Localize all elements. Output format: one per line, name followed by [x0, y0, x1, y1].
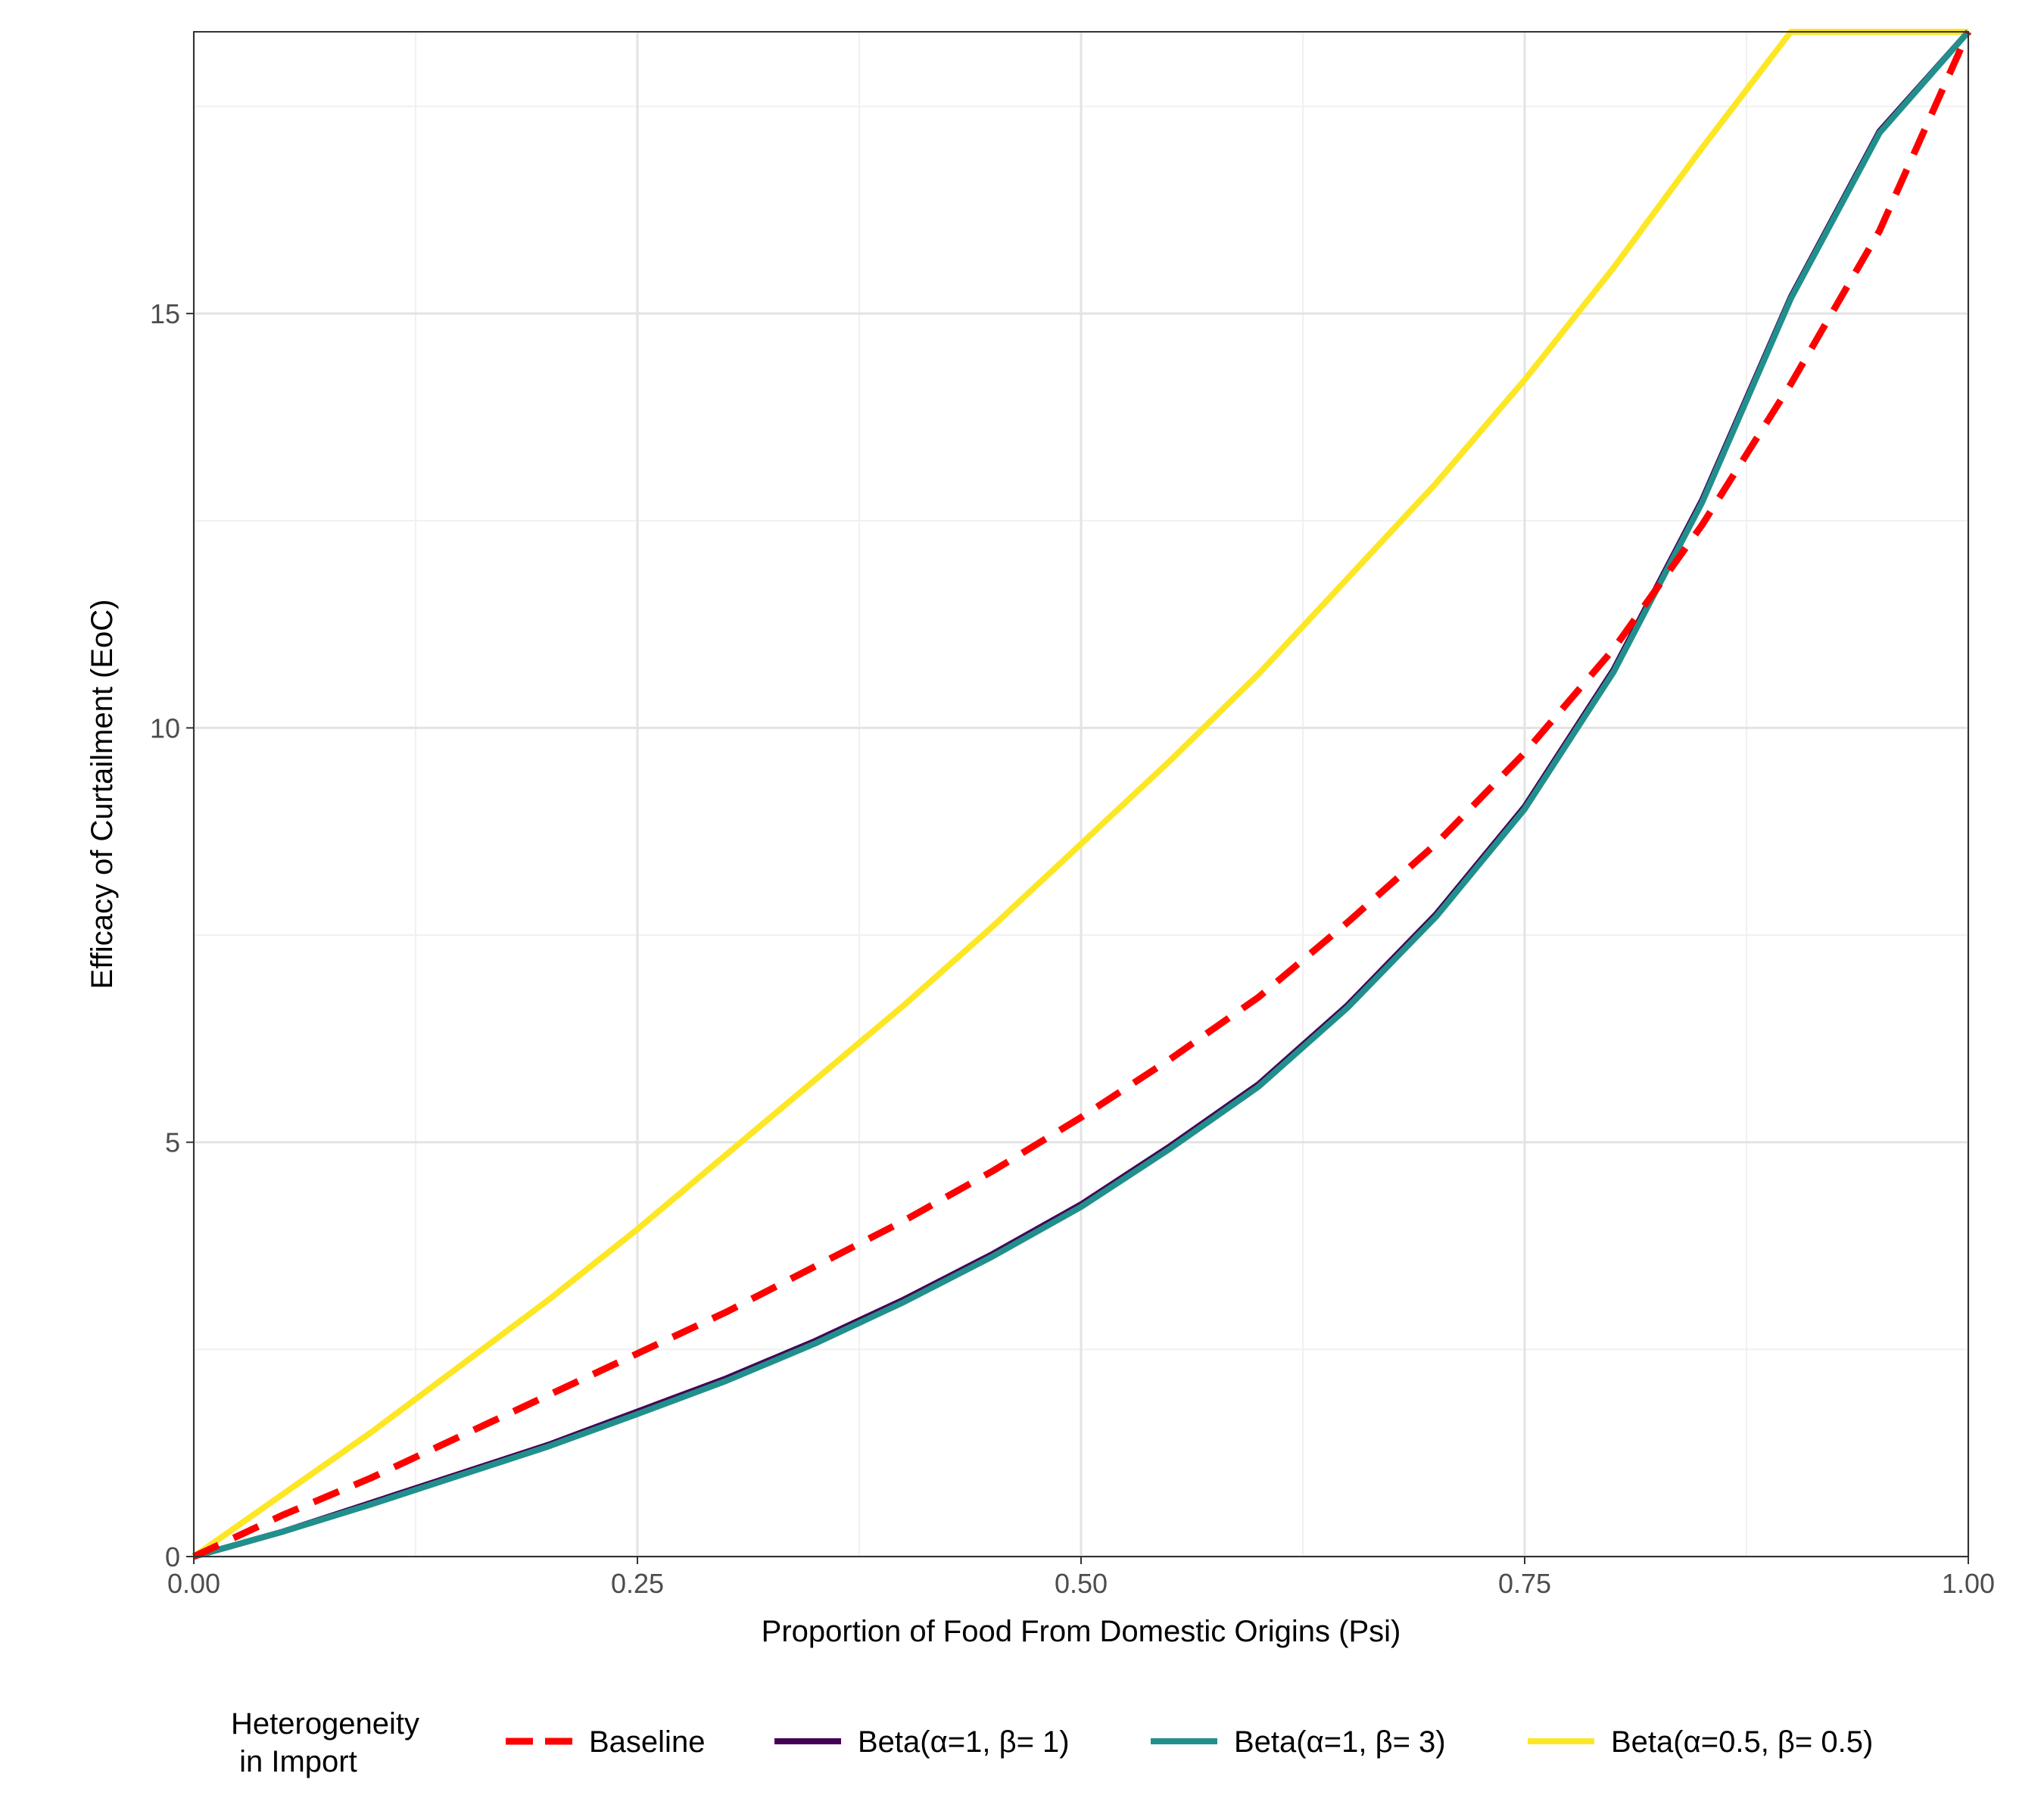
y-tick-label: 5: [165, 1127, 180, 1158]
legend: Heterogeneity in Import Baseline Beta(α=1,…: [231, 1707, 1873, 1778]
x-tick-label: 0.00: [167, 1568, 220, 1599]
x-tick-label: 1.00: [1942, 1568, 1995, 1599]
y-tick-label: 15: [150, 298, 180, 329]
series-line-2: [192, 30, 1971, 1560]
series-line-3: [192, 29, 1968, 1560]
y-tick-label: 0: [165, 1541, 180, 1572]
y-axis: 0 5 10 15: [150, 298, 194, 1572]
x-tick-label: 0.50: [1055, 1568, 1108, 1599]
legend-label-0: Baseline: [589, 1725, 705, 1759]
legend-title: Heterogeneity in Import: [231, 1707, 419, 1778]
legend-label-1: Beta(α=1, β= 1): [858, 1725, 1070, 1759]
x-axis-title: Proportion of Food From Domestic Origins…: [762, 1615, 1401, 1648]
series-line-0: [192, 30, 1972, 1560]
x-tick-label: 0.75: [1498, 1568, 1551, 1599]
x-tick-label: 0.25: [611, 1568, 664, 1599]
legend-label-3: Beta(α=0.5, β= 0.5): [1611, 1725, 1873, 1759]
y-tick-label: 10: [150, 712, 180, 743]
y-axis-title: Efficacy of Curtailment (EoC): [86, 600, 119, 990]
x-axis: 0.00 0.25 0.50 0.75 1.00: [167, 1557, 1995, 1599]
series-layer: [192, 29, 1972, 1560]
legend-label-2: Beta(α=1, β= 3): [1234, 1725, 1446, 1759]
